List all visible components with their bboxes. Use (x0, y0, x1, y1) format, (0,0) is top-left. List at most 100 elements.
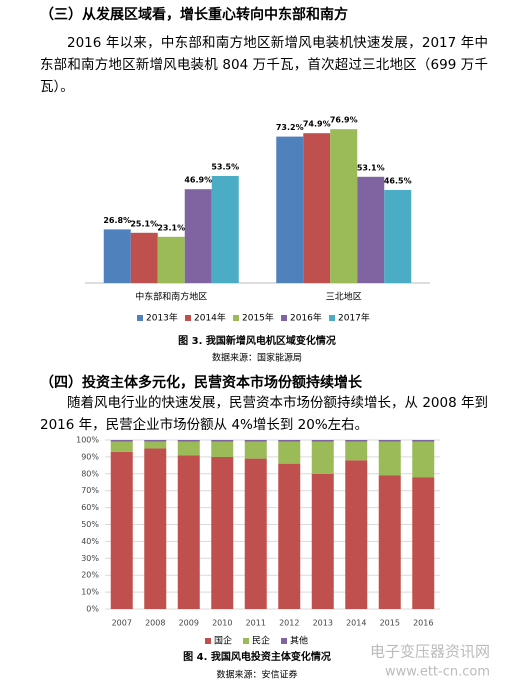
value-label: 46.9% (184, 176, 212, 185)
legend-swatch (243, 638, 249, 644)
x-tick-label: 2011 (246, 619, 266, 628)
bar-segment (378, 440, 401, 442)
bar-segment (244, 458, 267, 609)
x-tick-label: 2014 (346, 619, 366, 628)
bar-segment (311, 440, 334, 442)
y-tick-label: 80% (81, 469, 99, 478)
x-tick-label: 2012 (279, 619, 299, 628)
legend-swatch (281, 315, 287, 321)
bar-segment (278, 463, 301, 609)
x-tick-label: 2009 (179, 619, 199, 628)
legend-swatch (137, 315, 143, 321)
bar-segment (110, 441, 133, 452)
bar-segment (311, 441, 334, 474)
bar (130, 232, 158, 283)
paragraph: 2016 年以来，中东部和南方地区新增风电装机快速发展，2017 年中东部和南方… (40, 35, 488, 95)
y-tick-label: 10% (81, 588, 99, 597)
y-tick-label: 90% (81, 452, 99, 461)
y-tick-label: 0% (86, 605, 99, 614)
x-tick-label: 中东部和南方地区 (135, 291, 207, 303)
bar-segment (345, 441, 368, 461)
value-label: 53.5% (211, 163, 239, 172)
bar-segment (412, 477, 435, 609)
bar-segment (378, 441, 401, 476)
value-label: 26.8% (103, 216, 131, 225)
y-tick-label: 50% (81, 520, 99, 529)
bar-segment (177, 441, 200, 456)
bar-segment (412, 441, 435, 478)
legend-swatch (185, 315, 191, 321)
bar-segment (144, 440, 167, 442)
x-tick-label: 2016 (413, 619, 433, 628)
legend-label: 2015年 (242, 312, 274, 324)
bar-segment (412, 440, 435, 442)
legend-swatch (233, 315, 239, 321)
legend-label: 2013年 (146, 312, 178, 324)
legend-label: 2016年 (290, 312, 322, 324)
bar-segment (244, 440, 267, 442)
bar (330, 129, 358, 283)
watermark: 电子变压器资讯网 (370, 643, 490, 661)
legend-label: 民企 (252, 635, 270, 647)
bar-segment (244, 441, 267, 459)
y-tick-label: 20% (81, 571, 99, 580)
heading: （三）从发展区域看，增长重心转向中东部和南方 (40, 7, 348, 23)
legend-label: 其他 (290, 635, 308, 647)
bar (103, 229, 131, 283)
y-tick-label: 40% (81, 537, 99, 546)
y-tick-label: 60% (81, 503, 99, 512)
bar (357, 176, 385, 283)
watermark-url: www.ett-cn.com (385, 665, 490, 680)
x-tick-label: 2010 (212, 619, 232, 628)
bar-segment (211, 441, 234, 457)
y-tick-label: 70% (81, 486, 99, 495)
legend-swatch (329, 315, 335, 321)
value-label: 53.1% (357, 163, 385, 172)
value-label: 46.5% (384, 177, 412, 186)
x-tick-label: 三北地区 (326, 291, 362, 303)
legend-swatch (205, 638, 211, 644)
bar-segment (345, 460, 368, 609)
x-tick-label: 2008 (145, 619, 165, 628)
heading: （四）投资主体多元化，民营资本市场份额持续增长 (40, 375, 362, 391)
legend-swatch (281, 638, 287, 644)
figure-caption: 图 3. 我国新增风电机区域变化情况 (178, 334, 336, 347)
bar (211, 176, 239, 283)
x-tick-label: 2013 (313, 619, 333, 628)
value-label: 76.9% (330, 116, 358, 125)
bar-segment (311, 473, 334, 609)
bar-segment (378, 475, 401, 609)
figure-caption: 图 4. 我国风电投资主体变化情况 (183, 650, 331, 663)
bar-segment (211, 456, 234, 609)
bar (184, 189, 212, 283)
y-tick-label: 30% (81, 554, 99, 563)
paragraph: 随着风电行业的快速发展，民营资本市场份额持续增长，从 2008 年到 2016 … (40, 395, 488, 433)
figure-source: 数据来源：国家能源局 (212, 352, 302, 364)
x-tick-label: 2015 (380, 619, 400, 628)
bar-segment (345, 440, 368, 442)
bar (303, 133, 331, 283)
value-label: 23.1% (157, 223, 185, 232)
bar (276, 136, 304, 283)
value-label: 73.2% (276, 123, 304, 132)
bar-segment (177, 455, 200, 609)
x-tick-label: 2007 (112, 619, 132, 628)
bar-segment (110, 451, 133, 609)
figure-source: 数据来源：安信证券 (216, 669, 297, 681)
legend-label: 国企 (214, 635, 232, 647)
bar-segment (144, 448, 167, 609)
value-label: 25.1% (130, 219, 158, 228)
value-label: 74.9% (303, 120, 331, 129)
legend-label: 2017年 (338, 312, 370, 324)
bar-segment (144, 441, 167, 449)
legend-label: 2014年 (194, 312, 226, 324)
bar (157, 236, 185, 283)
bar (384, 190, 412, 283)
y-tick-label: 100% (76, 436, 99, 445)
bar-segment (110, 440, 133, 442)
bar-segment (278, 440, 301, 442)
bar-segment (177, 440, 200, 442)
bar-segment (211, 440, 234, 442)
